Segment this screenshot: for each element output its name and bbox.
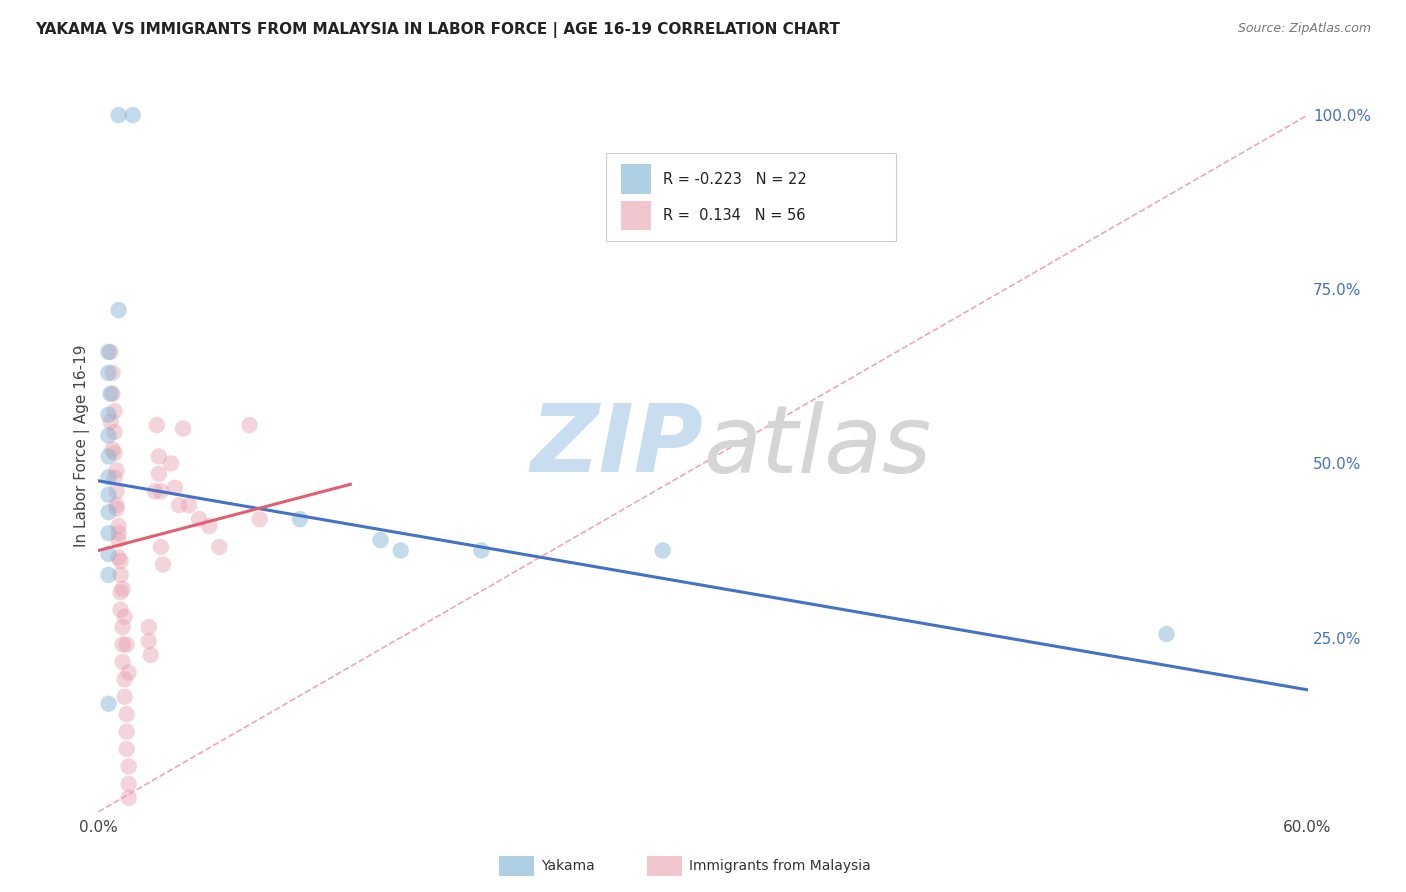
Point — [110, 603, 132, 617]
Point — [148, 450, 170, 464]
Text: R =  0.134   N = 56: R = 0.134 N = 56 — [664, 208, 806, 223]
Point — [107, 550, 129, 565]
Point — [115, 638, 138, 652]
Point — [111, 655, 134, 669]
Point — [149, 484, 172, 499]
Point — [103, 446, 125, 460]
Point — [146, 418, 169, 433]
Point — [101, 366, 124, 380]
Point — [198, 519, 221, 533]
Point — [107, 519, 129, 533]
Point — [97, 567, 120, 582]
Text: Immigrants from Malaysia: Immigrants from Malaysia — [689, 859, 870, 873]
Text: Yakama: Yakama — [541, 859, 595, 873]
Point — [103, 470, 125, 484]
Point — [110, 567, 132, 582]
FancyBboxPatch shape — [606, 153, 897, 241]
Text: Source: ZipAtlas.com: Source: ZipAtlas.com — [1237, 22, 1371, 36]
Text: ZIP: ZIP — [530, 400, 703, 492]
Point — [118, 759, 141, 773]
Point — [118, 790, 141, 805]
Point — [288, 512, 311, 526]
Point — [389, 543, 412, 558]
Point — [111, 620, 134, 634]
Point — [208, 540, 231, 554]
Point — [97, 505, 120, 519]
Point — [249, 512, 271, 526]
Point — [114, 609, 136, 624]
Point — [97, 697, 120, 711]
Point — [110, 585, 132, 599]
Point — [105, 463, 128, 477]
Point — [118, 665, 141, 680]
Point — [101, 386, 124, 401]
Point — [107, 303, 129, 318]
Point — [172, 421, 194, 435]
Point — [167, 498, 190, 512]
Point — [97, 450, 120, 464]
Point — [152, 558, 174, 572]
Point — [115, 724, 138, 739]
Point — [97, 345, 120, 359]
Point — [111, 582, 134, 596]
Point — [148, 467, 170, 481]
Point — [370, 533, 392, 547]
Point — [100, 345, 122, 359]
Point — [97, 488, 120, 502]
Point — [239, 418, 262, 433]
Point — [470, 543, 492, 558]
Text: R = -0.223   N = 22: R = -0.223 N = 22 — [664, 171, 807, 186]
FancyBboxPatch shape — [621, 164, 651, 194]
Point — [105, 484, 128, 499]
Y-axis label: In Labor Force | Age 16-19: In Labor Force | Age 16-19 — [75, 344, 90, 548]
Point — [111, 638, 134, 652]
Point — [138, 620, 160, 634]
Point — [100, 386, 122, 401]
Point — [118, 777, 141, 791]
Point — [105, 498, 128, 512]
Point — [188, 512, 211, 526]
Text: atlas: atlas — [703, 401, 931, 491]
Point — [110, 554, 132, 568]
Point — [139, 648, 162, 662]
Point — [163, 481, 186, 495]
Point — [115, 742, 138, 756]
Point — [103, 425, 125, 439]
FancyBboxPatch shape — [621, 201, 651, 230]
Point — [107, 108, 129, 122]
Point — [121, 108, 143, 122]
Point — [143, 484, 166, 499]
Point — [114, 690, 136, 704]
Point — [179, 498, 201, 512]
Point — [107, 533, 129, 547]
Point — [103, 404, 125, 418]
Point — [97, 428, 120, 442]
Point — [651, 543, 673, 558]
Point — [97, 526, 120, 541]
Point — [105, 501, 128, 516]
Point — [115, 707, 138, 722]
Point — [100, 415, 122, 429]
Point — [107, 526, 129, 541]
Point — [101, 442, 124, 457]
Point — [1156, 627, 1178, 641]
Point — [149, 540, 172, 554]
Point — [97, 408, 120, 422]
Text: YAKAMA VS IMMIGRANTS FROM MALAYSIA IN LABOR FORCE | AGE 16-19 CORRELATION CHART: YAKAMA VS IMMIGRANTS FROM MALAYSIA IN LA… — [35, 22, 839, 38]
Point — [97, 470, 120, 484]
Point — [160, 457, 183, 471]
Point — [138, 634, 160, 648]
Point — [97, 366, 120, 380]
Point — [97, 547, 120, 561]
Point — [114, 673, 136, 687]
